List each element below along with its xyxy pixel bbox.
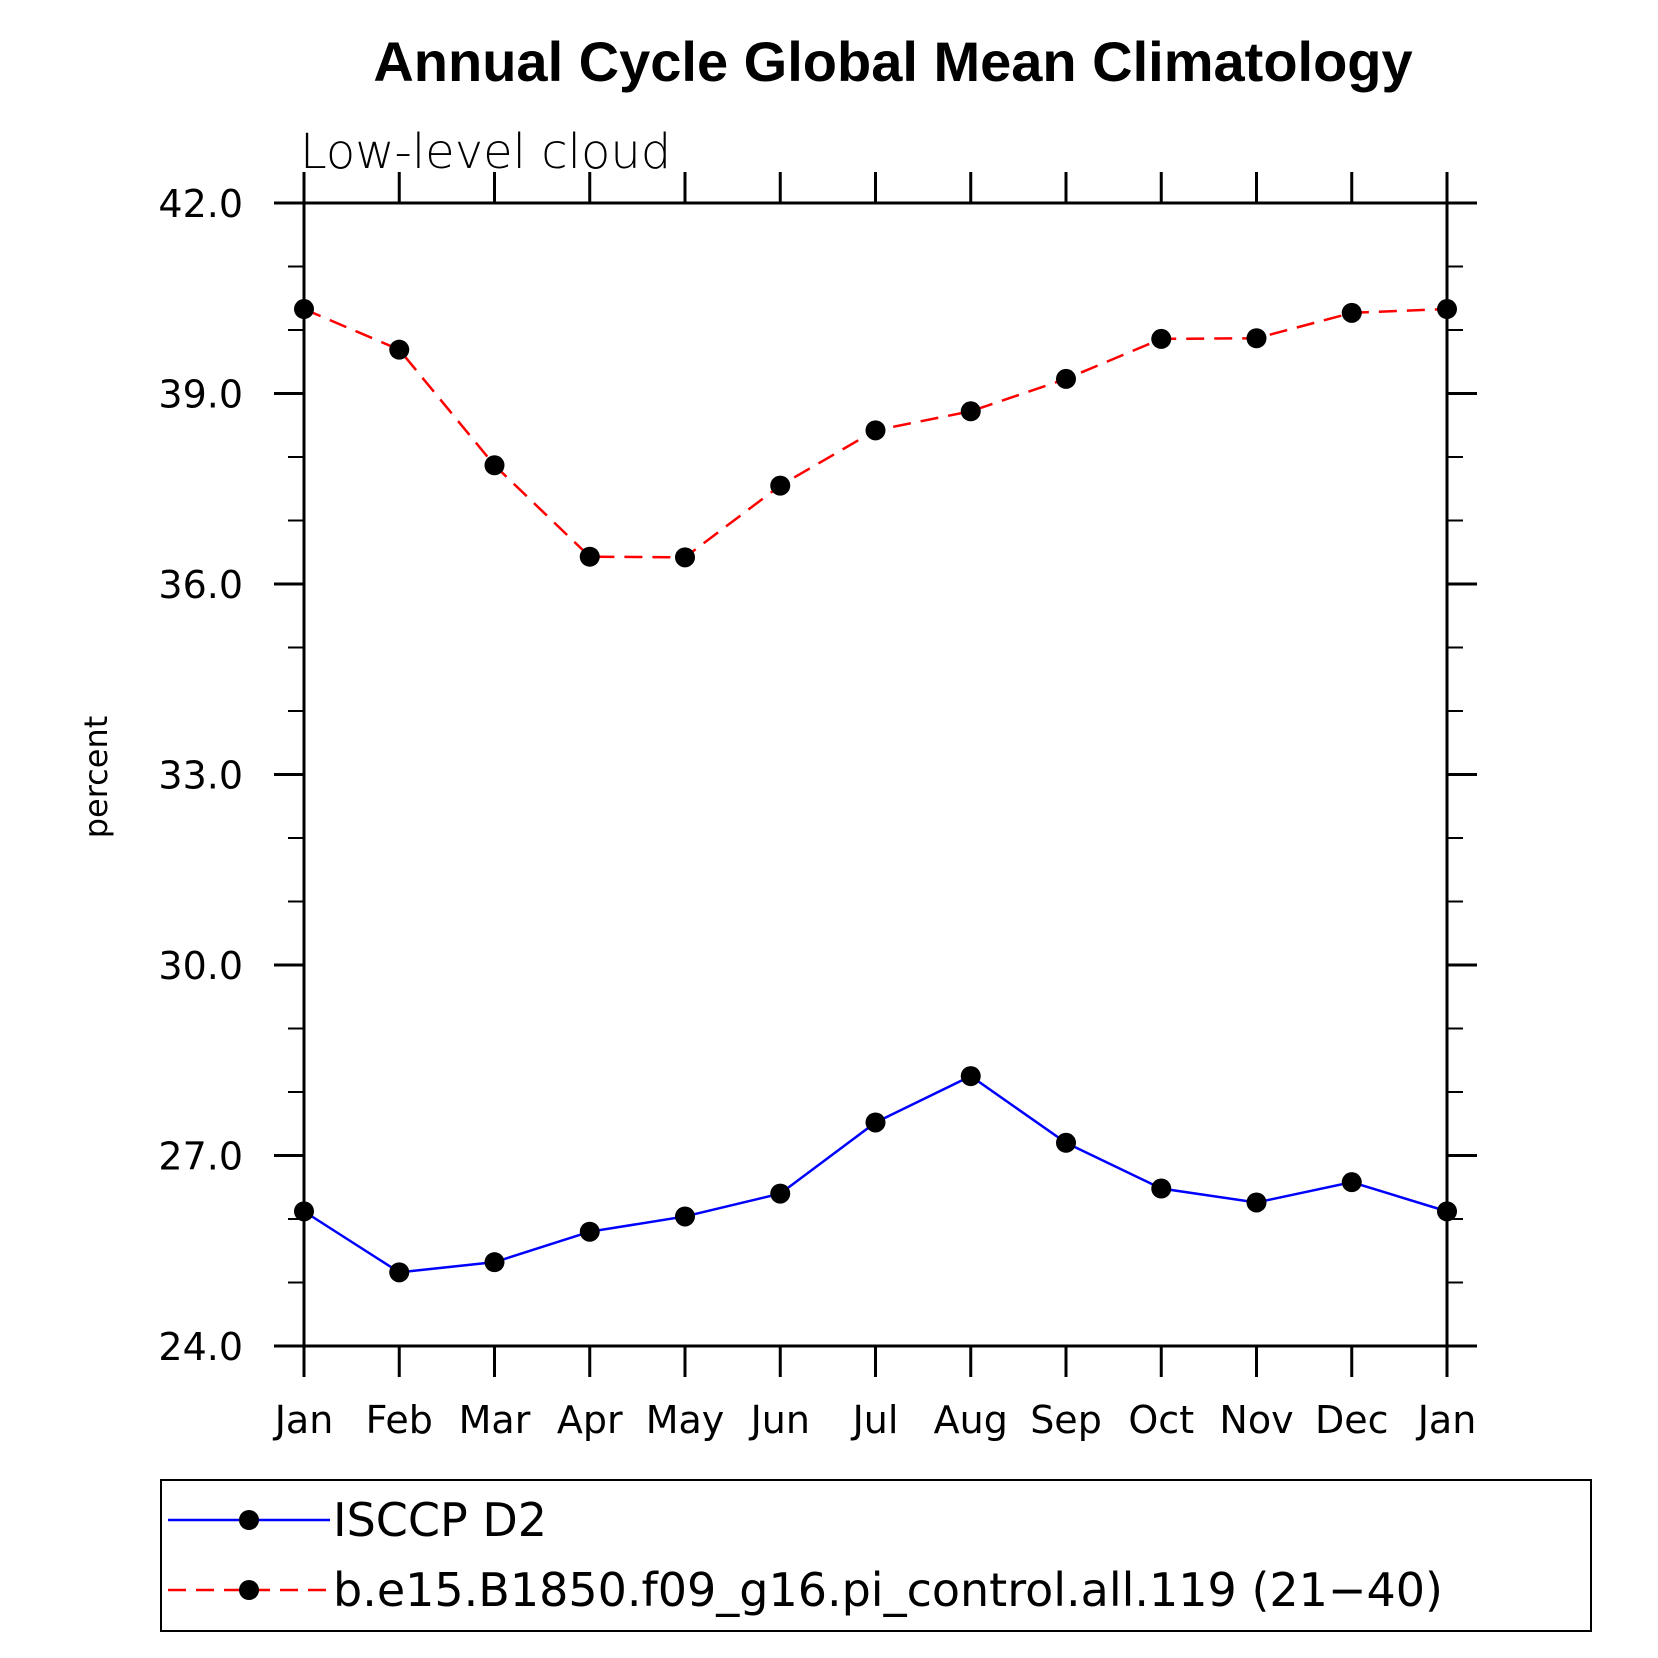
data-point-0	[1056, 1132, 1076, 1153]
data-point-0	[1246, 1192, 1267, 1213]
data-point-1	[579, 546, 600, 567]
x-tick-label: Sep	[1030, 1398, 1102, 1442]
y-axis-label: percent	[77, 716, 115, 839]
data-point-0	[484, 1252, 505, 1273]
data-point-1	[865, 420, 886, 441]
data-point-0	[1341, 1172, 1362, 1193]
data-point-0	[675, 1206, 695, 1227]
data-point-1	[1151, 328, 1172, 349]
x-tick-label: Dec	[1315, 1398, 1389, 1442]
legend-entry-model: b.e15.B1850.f09_g16.pi_control.all.119 (…	[168, 1563, 1443, 1617]
x-tick-label: Oct	[1128, 1398, 1194, 1442]
data-point-0	[1151, 1178, 1172, 1199]
legend-box	[160, 1479, 1592, 1632]
y-tick-label: 30.0	[158, 944, 243, 988]
x-tick-label: Jul	[851, 1398, 899, 1442]
legend-label-isccp: ISCCP D2	[333, 1493, 547, 1547]
data-point-0	[865, 1112, 886, 1133]
y-tick-label: 42.0	[158, 182, 243, 226]
legend-label-model: b.e15.B1850.f09_g16.pi_control.all.119 (…	[333, 1563, 1443, 1617]
data-point-0	[389, 1262, 410, 1283]
x-tick-label: Jan	[273, 1398, 334, 1442]
legend-marker-model	[239, 1580, 259, 1600]
x-tick-label: May	[646, 1398, 725, 1442]
data-point-1	[960, 401, 981, 422]
x-tick-label: Apr	[557, 1398, 623, 1442]
plot-frame	[302, 201, 1449, 1348]
data-point-1	[675, 547, 695, 568]
x-tick-label: Feb	[366, 1398, 433, 1442]
data-point-1	[770, 475, 791, 496]
legend-entry-isccp: ISCCP D2	[168, 1493, 547, 1547]
chart-subtitle: Low-level cloud	[300, 124, 671, 180]
chart-title: Annual Cycle Global Mean Climatology	[373, 30, 1412, 93]
data-point-1	[1341, 302, 1362, 323]
y-tick-label: 36.0	[158, 563, 243, 607]
data-point-1	[1056, 368, 1076, 389]
y-tick-label: 39.0	[158, 373, 243, 417]
x-tick-label: Aug	[934, 1398, 1008, 1442]
x-tick-label: Jun	[749, 1398, 810, 1442]
axis-ticks	[274, 172, 1477, 1377]
data-point-1	[1246, 328, 1267, 349]
x-tick-label: Nov	[1219, 1398, 1293, 1442]
tick-labels: Jan Feb Mar Apr May Jun Jul Aug Sep Oct Nov Dec Jan 2…	[158, 182, 1476, 1442]
series-line-0	[303, 1074, 1448, 1274]
series-layer	[294, 299, 1457, 1283]
data-point-1	[484, 455, 505, 476]
y-tick-label: 24.0	[158, 1325, 243, 1369]
legend-marker-isccp	[239, 1510, 259, 1530]
y-tick-label: 27.0	[158, 1135, 243, 1179]
data-point-1	[389, 339, 410, 360]
x-tick-label: Jan	[1416, 1398, 1477, 1442]
data-point-0	[770, 1183, 791, 1204]
data-point-0	[579, 1221, 600, 1242]
x-tick-label: Mar	[459, 1398, 531, 1442]
y-tick-label: 33.0	[158, 754, 243, 798]
data-point-0	[960, 1066, 981, 1087]
legend: ISCCP D2 b.e15.B1850.f09_g16.pi_control.…	[160, 1479, 1592, 1632]
